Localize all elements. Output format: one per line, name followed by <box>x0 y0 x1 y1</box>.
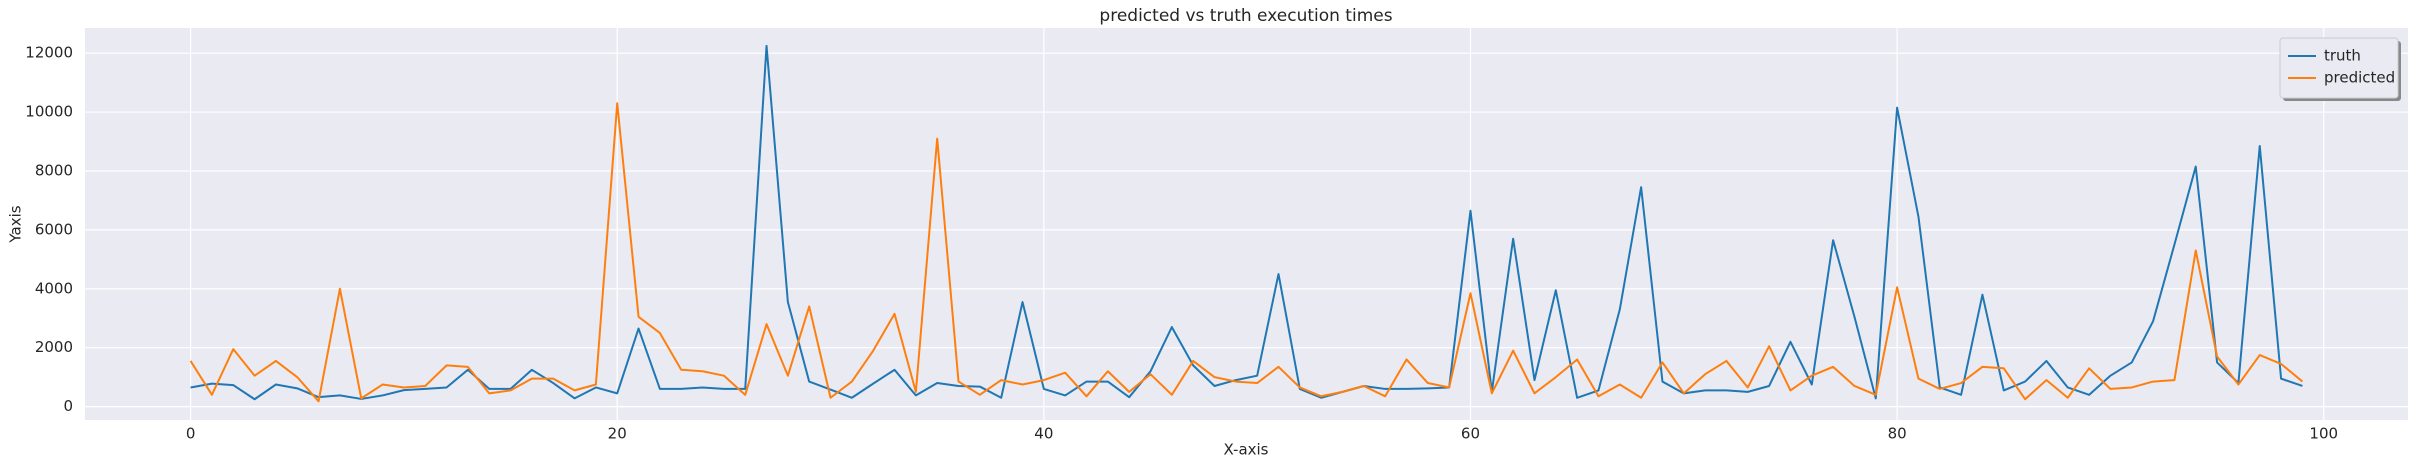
y-tick-label: 2000 <box>35 338 73 356</box>
y-tick-label: 8000 <box>35 161 73 179</box>
y-tick-label: 12000 <box>25 44 73 62</box>
x-tick-label: 40 <box>1034 425 1053 443</box>
chart-title: predicted vs truth execution times <box>1099 6 1392 26</box>
legend: truth predicted <box>2279 37 2401 101</box>
grid <box>85 28 2408 420</box>
legend-box <box>2279 37 2399 99</box>
x-tick-label: 60 <box>1461 425 1480 443</box>
legend-label: truth <box>2324 47 2361 65</box>
legend-label: predicted <box>2324 69 2395 87</box>
y-tick-label: 6000 <box>35 220 73 238</box>
y-axis-label: Yaxis <box>7 205 25 243</box>
y-tick-label: 10000 <box>25 103 73 121</box>
x-tick-label: 0 <box>186 425 196 443</box>
x-tick-label: 80 <box>1888 425 1907 443</box>
series-line <box>189 102 2304 403</box>
y-tick-label: 0 <box>63 397 73 415</box>
y-tick-label: 4000 <box>35 279 73 297</box>
x-tick-label: 20 <box>608 425 627 443</box>
x-axis-label: X-axis <box>1224 441 1269 459</box>
series-group <box>189 44 2304 403</box>
series-line <box>190 44 2303 401</box>
x-tick-label: 100 <box>2309 425 2338 443</box>
plot-area <box>85 28 2408 420</box>
